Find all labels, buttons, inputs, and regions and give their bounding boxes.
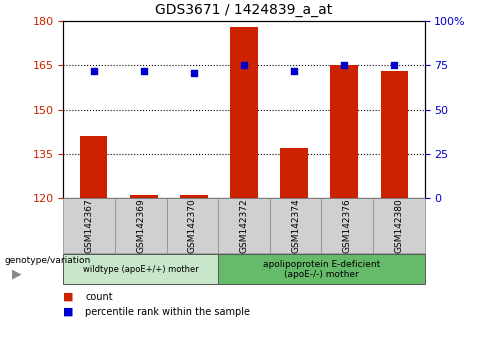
Text: genotype/variation: genotype/variation bbox=[5, 256, 91, 265]
Text: ■: ■ bbox=[63, 292, 74, 302]
Bar bbox=[80, 136, 107, 198]
Text: GSM142369: GSM142369 bbox=[136, 198, 145, 253]
Text: apolipoprotein E-deficient
(apoE-/-) mother: apolipoprotein E-deficient (apoE-/-) mot… bbox=[263, 259, 380, 279]
Text: GSM142370: GSM142370 bbox=[188, 198, 197, 253]
Text: GSM142374: GSM142374 bbox=[291, 198, 300, 253]
Bar bbox=[180, 195, 208, 198]
Point bbox=[90, 68, 98, 74]
Bar bbox=[330, 65, 358, 198]
Text: percentile rank within the sample: percentile rank within the sample bbox=[85, 307, 250, 316]
Bar bbox=[130, 195, 158, 198]
Point bbox=[390, 63, 398, 68]
Text: GSM142376: GSM142376 bbox=[343, 198, 352, 253]
Text: ■: ■ bbox=[63, 307, 74, 316]
Text: GSM142367: GSM142367 bbox=[85, 198, 94, 253]
Bar bbox=[280, 148, 308, 198]
Point bbox=[140, 68, 148, 74]
Point bbox=[340, 63, 348, 68]
Point bbox=[190, 70, 198, 75]
Text: count: count bbox=[85, 292, 113, 302]
Text: wildtype (apoE+/+) mother: wildtype (apoE+/+) mother bbox=[83, 265, 199, 274]
Text: GSM142380: GSM142380 bbox=[394, 198, 403, 253]
Point bbox=[290, 68, 298, 74]
Point bbox=[240, 63, 248, 68]
Text: GSM142372: GSM142372 bbox=[240, 198, 248, 253]
Bar bbox=[381, 72, 408, 198]
Title: GDS3671 / 1424839_a_at: GDS3671 / 1424839_a_at bbox=[155, 4, 333, 17]
Bar bbox=[230, 27, 258, 198]
Text: ▶: ▶ bbox=[12, 267, 22, 280]
